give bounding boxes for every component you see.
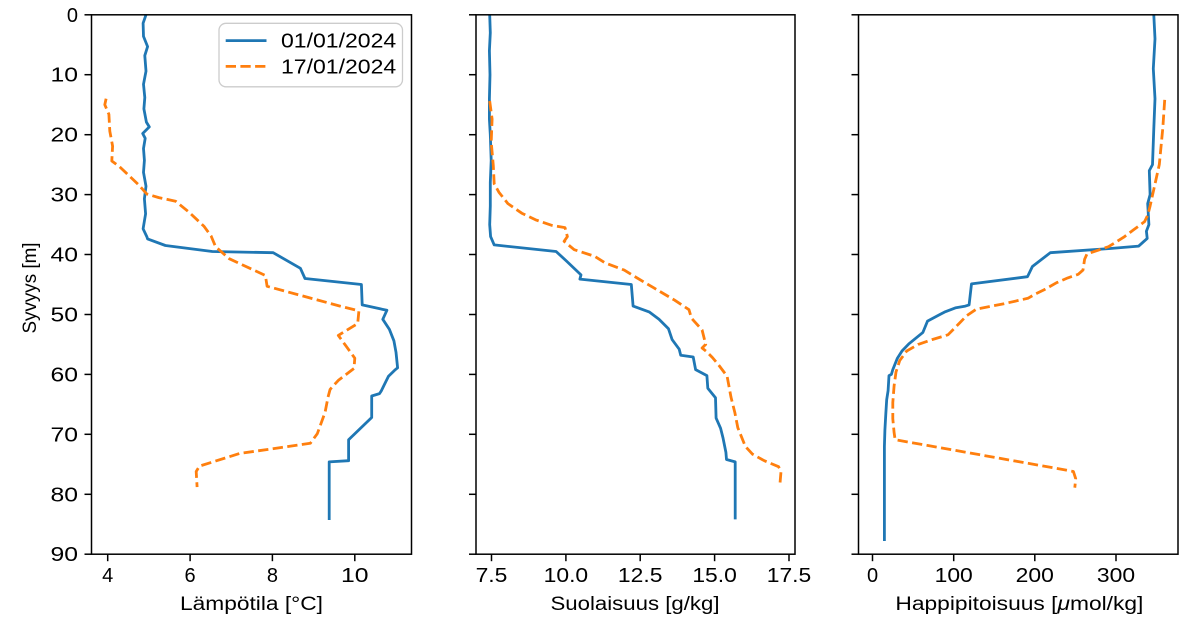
svg-text:10.0: 10.0 <box>544 565 589 587</box>
svg-text:8: 8 <box>267 565 278 587</box>
svg-text:Syvyys [m]: Syvyys [m] <box>20 243 41 334</box>
svg-text:4: 4 <box>102 565 113 587</box>
svg-text:30: 30 <box>51 185 79 207</box>
svg-text:300: 300 <box>1097 565 1135 587</box>
svg-text:Lämpötila [°C]: Lämpötila [°C] <box>180 594 323 615</box>
svg-text:12.5: 12.5 <box>618 565 663 587</box>
svg-text:Suolaisuus [g/kg]: Suolaisuus [g/kg] <box>551 594 720 615</box>
svg-text:50: 50 <box>51 305 79 327</box>
svg-text:60: 60 <box>51 364 79 386</box>
svg-text:200: 200 <box>1016 565 1054 587</box>
svg-text:6: 6 <box>185 565 196 587</box>
svg-text:10: 10 <box>51 65 79 87</box>
svg-text:100: 100 <box>935 565 973 587</box>
svg-text:20: 20 <box>51 125 79 147</box>
svg-text:0: 0 <box>867 565 878 587</box>
svg-text:80: 80 <box>51 484 79 506</box>
svg-text:0: 0 <box>67 5 78 27</box>
svg-text:40: 40 <box>51 245 79 267</box>
svg-text:70: 70 <box>51 424 79 446</box>
svg-text:15.0: 15.0 <box>692 565 737 587</box>
svg-text:01/01/2024: 01/01/2024 <box>281 31 396 53</box>
svg-text:17.5: 17.5 <box>767 565 812 587</box>
svg-text:10: 10 <box>341 565 369 587</box>
svg-text:90: 90 <box>51 544 79 566</box>
svg-text:17/01/2024: 17/01/2024 <box>281 56 396 78</box>
svg-text:7.5: 7.5 <box>476 565 508 587</box>
